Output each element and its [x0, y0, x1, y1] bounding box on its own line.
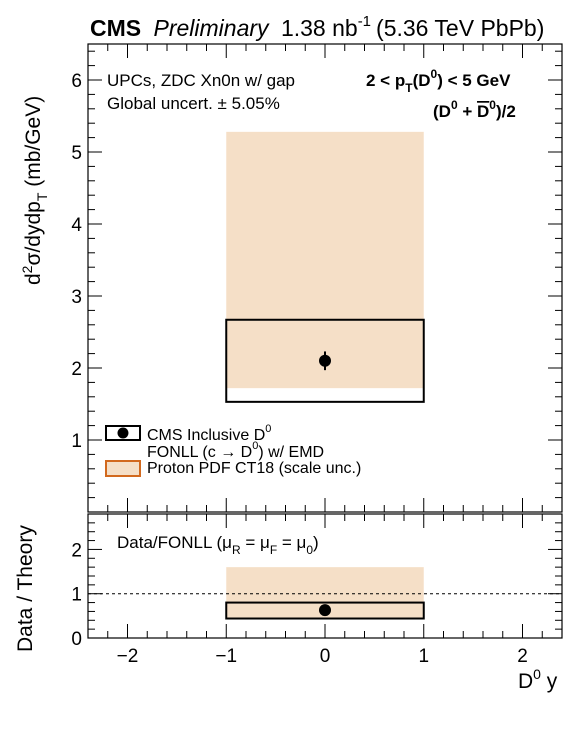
top-ytick-label: 5 — [71, 143, 82, 164]
data-point — [319, 354, 331, 367]
global-uncertainty-text: Global uncert. ± 5.05% — [107, 94, 280, 113]
xtick-label: 0 — [320, 646, 331, 667]
pt-range-text: 2 < pT(D0) < 5 GeV — [366, 67, 511, 95]
legend-label-cms: CMS Inclusive D0 — [147, 423, 271, 444]
bottom-panel: 0 1 2 −2 −1 0 1 2 — [71, 513, 563, 667]
header-text: CMS Preliminary 1.38 nb-1 (5.36 TeV PbPb) — [90, 13, 544, 41]
bottom-ylabel: Data / Theory — [14, 525, 37, 652]
xtick-label: 1 — [418, 646, 429, 667]
legend: CMS Inclusive D0 FONLL (c → D0) w/ EMD P… — [105, 423, 361, 477]
particle-text: (D0 + D0)/2 — [433, 98, 516, 121]
top-ytick-label: 1 — [71, 431, 82, 452]
ratio-fonll-box — [225, 601, 425, 620]
header-lumi: 1.38 nb — [281, 15, 358, 41]
ratio-text: Data/FONLL (μR = μF = μ0) — [117, 533, 319, 557]
selection-text: UPCs, ZDC Xn0n w/ gap — [107, 71, 295, 90]
legend-label-fonll: FONLL (c → D0) w/ EMD — [147, 440, 324, 461]
xtick-label: −1 — [215, 646, 237, 667]
header-cms: CMS — [90, 15, 141, 41]
bottom-ytick-label: 0 — [71, 629, 82, 650]
legend-box-black — [105, 425, 141, 441]
legend-marker — [117, 427, 129, 439]
fonll-box — [225, 318, 425, 403]
top-ytick-label: 4 — [71, 215, 82, 236]
top-ylabel: d2σ/dydpT (mb/GeV) — [19, 96, 50, 285]
xtick-label: 2 — [517, 646, 528, 667]
ratio-point — [319, 604, 331, 617]
legend-label-ct18: Proton PDF CT18 (scale unc.) — [147, 460, 361, 477]
bottom-ytick-label: 2 — [71, 540, 82, 561]
bottom-ytick-label: 1 — [71, 585, 82, 606]
header-lumi-exp: -1 — [358, 13, 371, 30]
top-panel: 1 2 3 4 5 6 — [71, 43, 563, 513]
header-preliminary: Preliminary — [154, 15, 271, 41]
top-ytick-label: 6 — [71, 71, 82, 92]
top-ytick-label: 3 — [71, 287, 82, 308]
ct18-band — [226, 131, 424, 389]
legend-fill-ct18 — [105, 460, 141, 477]
header-system: (5.36 TeV PbPb) — [376, 15, 544, 41]
xtick-label: −2 — [117, 646, 139, 667]
top-ytick-label: 2 — [71, 359, 82, 380]
xlabel: D0 y — [518, 666, 558, 693]
